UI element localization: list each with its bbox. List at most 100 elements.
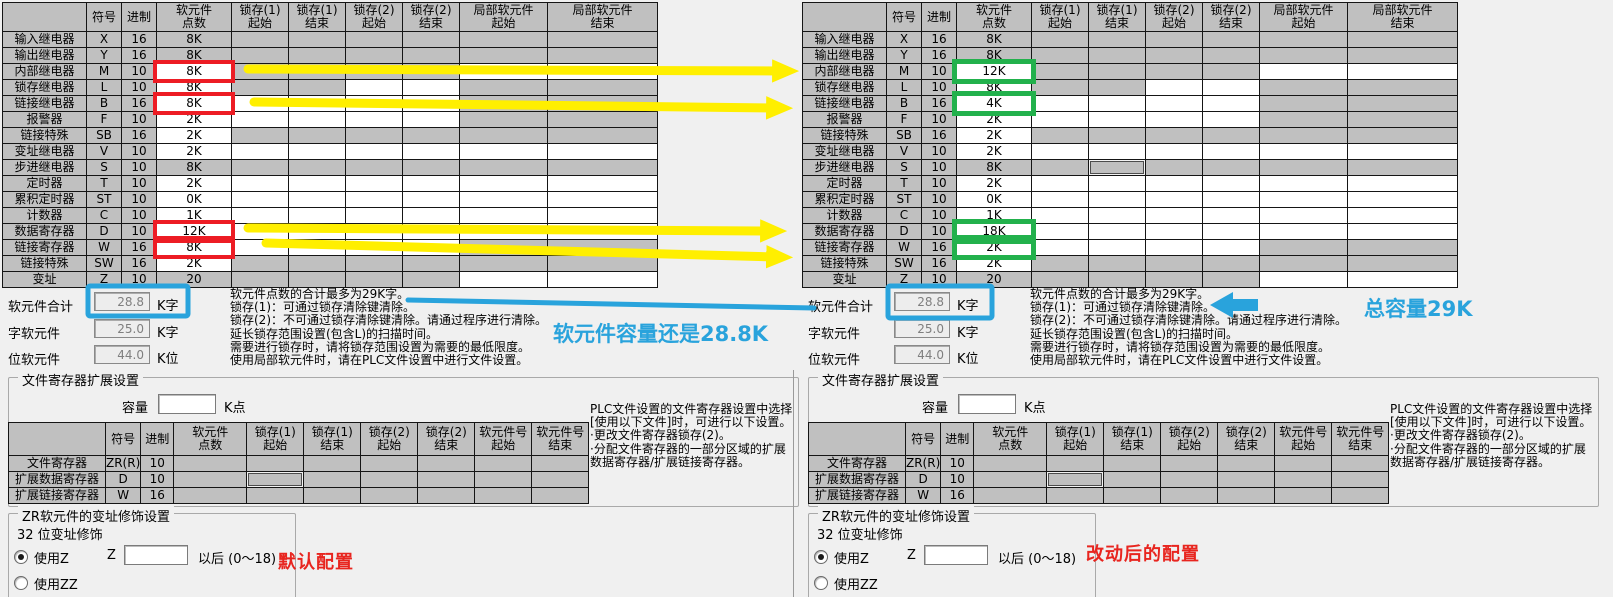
latch-range-cell[interactable] [345, 207, 403, 224]
latch-range-cell[interactable] [1031, 207, 1089, 224]
latch-range-cell[interactable] [1202, 79, 1260, 96]
local-device-cell[interactable] [1347, 175, 1458, 192]
device-points-cell[interactable]: 2K [156, 111, 232, 128]
latch-range-cell[interactable] [1202, 143, 1260, 160]
device-points-cell[interactable]: 2K [956, 255, 1032, 272]
latch-range-cell[interactable] [288, 207, 346, 224]
device-points-cell[interactable]: 8K [153, 236, 235, 259]
local-device-cell[interactable] [547, 63, 658, 80]
latch-range-cell[interactable] [402, 207, 460, 224]
use-zz-radio[interactable] [14, 576, 28, 590]
local-device-cell[interactable] [1347, 223, 1458, 240]
latch-range-cell[interactable] [231, 111, 289, 128]
local-device-cell[interactable] [1259, 271, 1348, 288]
local-device-cell[interactable] [459, 63, 548, 80]
local-device-cell[interactable] [547, 223, 658, 240]
latch-range-cell[interactable] [402, 191, 460, 208]
z-start-input[interactable] [924, 545, 988, 565]
device-points-cell[interactable]: 2K [952, 235, 1036, 260]
latch-range-cell[interactable] [1202, 223, 1260, 240]
latch-range-cell[interactable] [231, 175, 289, 192]
latch-range-cell[interactable] [1145, 111, 1203, 128]
latch-range-cell[interactable] [1031, 175, 1089, 192]
latch-range-cell[interactable] [1202, 239, 1260, 256]
local-device-cell[interactable] [1259, 191, 1348, 208]
local-device-cell[interactable] [459, 207, 548, 224]
latch-range-cell[interactable] [1145, 239, 1203, 256]
latch-range-cell[interactable] [1202, 207, 1260, 224]
device-points-cell[interactable]: 2K [956, 127, 1032, 144]
latch-range-cell[interactable] [288, 223, 346, 240]
latch-range-cell[interactable] [1145, 223, 1203, 240]
device-points-cell[interactable]: 1K [956, 207, 1032, 224]
latch-range-cell[interactable] [1088, 191, 1146, 208]
latch-range-cell[interactable] [1088, 223, 1146, 240]
local-device-cell[interactable] [1259, 143, 1348, 160]
latch-range-cell[interactable] [288, 95, 346, 112]
device-points-cell[interactable]: 2K [156, 175, 232, 192]
device-points-cell[interactable]: 12K [952, 59, 1036, 84]
latch-range-cell[interactable] [1088, 143, 1146, 160]
latch-range-cell[interactable] [1145, 175, 1203, 192]
latch-range-cell[interactable] [1031, 223, 1089, 240]
latch-range-cell[interactable] [1202, 191, 1260, 208]
device-points-cell[interactable]: 2K [156, 127, 232, 144]
latch-range-cell[interactable] [1202, 111, 1260, 128]
latch-range-cell[interactable] [231, 191, 289, 208]
latch-range-cell[interactable] [288, 239, 346, 256]
local-device-cell[interactable] [547, 207, 658, 224]
device-points-cell[interactable]: 4K [952, 91, 1036, 116]
latch-range-cell[interactable] [345, 143, 403, 160]
device-points-cell[interactable]: 12K [153, 220, 235, 243]
latch-range-cell[interactable] [1145, 207, 1203, 224]
latch-range-cell[interactable] [1145, 95, 1203, 112]
local-device-cell[interactable] [547, 271, 658, 288]
device-points-cell[interactable]: 2K [156, 143, 232, 160]
device-points-cell[interactable]: 0K [956, 191, 1032, 208]
device-points-cell[interactable]: 1K [156, 207, 232, 224]
latch-range-cell[interactable] [288, 111, 346, 128]
latch-range-cell[interactable] [1031, 143, 1089, 160]
latch-range-cell[interactable] [1031, 239, 1089, 256]
local-device-cell[interactable] [459, 271, 548, 288]
latch-range-cell[interactable] [1088, 239, 1146, 256]
local-device-cell[interactable] [1347, 271, 1458, 288]
latch-range-cell[interactable] [1088, 111, 1146, 128]
use-z-radio[interactable] [814, 550, 828, 564]
local-device-cell[interactable] [1259, 175, 1348, 192]
latch-range-cell[interactable] [1088, 207, 1146, 224]
use-zz-radio[interactable] [814, 576, 828, 590]
local-device-cell[interactable] [1347, 191, 1458, 208]
latch-range-cell[interactable] [345, 191, 403, 208]
device-points-cell[interactable]: 2K [956, 143, 1032, 160]
local-device-cell[interactable] [459, 223, 548, 240]
device-points-cell[interactable]: 2K [956, 111, 1032, 128]
local-device-cell[interactable] [1259, 207, 1348, 224]
local-device-cell[interactable] [459, 191, 548, 208]
device-points-cell[interactable]: 8K [153, 92, 235, 115]
latch-range-cell[interactable] [1031, 95, 1089, 112]
latch-range-cell[interactable] [1088, 175, 1146, 192]
latch-range-cell[interactable] [402, 143, 460, 160]
latch-range-cell[interactable] [1145, 191, 1203, 208]
device-points-cell[interactable]: 0K [156, 191, 232, 208]
latch-range-cell[interactable] [402, 111, 460, 128]
latch-range-cell[interactable] [1031, 111, 1089, 128]
latch-range-cell[interactable] [402, 175, 460, 192]
local-device-cell[interactable] [1347, 207, 1458, 224]
latch-range-cell[interactable] [345, 175, 403, 192]
z-start-input[interactable] [124, 545, 188, 565]
local-device-cell[interactable] [1347, 63, 1458, 80]
local-device-cell[interactable] [547, 175, 658, 192]
latch-range-cell[interactable] [345, 239, 403, 256]
device-points-cell[interactable]: 8K [153, 60, 235, 83]
device-points-cell[interactable]: 8K [956, 79, 1032, 96]
latch-range-cell[interactable] [231, 239, 289, 256]
latch-range-cell[interactable] [231, 207, 289, 224]
capacity-input[interactable] [158, 394, 216, 414]
local-device-cell[interactable] [547, 143, 658, 160]
local-device-cell[interactable] [1259, 223, 1348, 240]
capacity-input[interactable] [958, 394, 1016, 414]
latch-range-cell[interactable] [231, 143, 289, 160]
device-points-cell[interactable]: 18K [952, 219, 1036, 244]
